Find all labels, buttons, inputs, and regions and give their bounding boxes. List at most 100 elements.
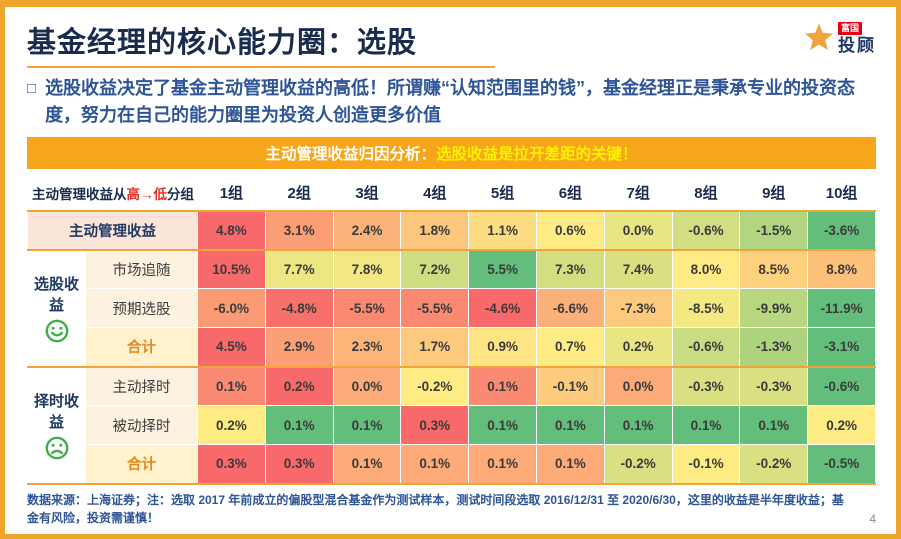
value-cell: 0.0% <box>603 365 673 406</box>
value-cell: -8.5% <box>671 288 741 328</box>
table-row: 预期选股 -6.0% -4.8% -5.5% -5.5% -4.6% -6.6% -7.3% -… <box>28 288 876 328</box>
value-cell: 0.3% <box>197 444 266 484</box>
title-block: 基金经理的核心能力圈：选股 <box>27 13 495 75</box>
value-cell: -0.2% <box>603 444 673 484</box>
value-cell: -3.1% <box>807 327 876 367</box>
row-label: 预期选股 <box>85 288 198 328</box>
value-cell: -6.0% <box>197 288 266 328</box>
value-cell: 7.3% <box>535 248 605 289</box>
column-header: 1组 <box>197 175 266 212</box>
column-header: 4组 <box>400 175 470 212</box>
value-cell: 1.8% <box>400 209 470 250</box>
value-cell: 8.5% <box>739 248 809 289</box>
column-header: 10组 <box>807 175 876 212</box>
value-cell: 4.5% <box>197 327 266 367</box>
column-header: 9组 <box>739 175 809 212</box>
value-cell: 3.1% <box>264 209 334 250</box>
value-cell: -9.9% <box>739 288 809 328</box>
value-cell: 5.5% <box>468 248 537 289</box>
table-row: 合计 0.3% 0.3% 0.1% 0.1% 0.1% 0.1% -0.2% -0.1% -0.2… <box>28 444 876 484</box>
value-cell: 0.3% <box>400 405 470 445</box>
value-cell: -5.5% <box>400 288 470 328</box>
page-title: 基金经理的核心能力圈：选股 <box>27 27 418 59</box>
row-label: 合计 <box>85 327 198 367</box>
value-cell: 0.1% <box>400 444 470 484</box>
row-label: 主动择时 <box>85 365 198 406</box>
table-corner-label: 主动管理收益从高→低分组 <box>27 175 198 212</box>
row-label-primary: 主动管理收益 <box>27 209 198 250</box>
value-cell: 0.1% <box>671 405 741 445</box>
value-cell: -0.2% <box>739 444 809 484</box>
value-cell: -0.3% <box>671 365 741 406</box>
value-cell: 2.4% <box>332 209 402 250</box>
column-header: 2组 <box>264 175 334 212</box>
value-cell: 0.2% <box>603 327 673 367</box>
brand-logo: 富国 投顾 <box>802 21 876 55</box>
page-number: 4 <box>869 511 876 526</box>
value-cell: 0.2% <box>807 405 876 445</box>
value-cell: 1.7% <box>400 327 470 367</box>
value-cell: 0.1% <box>264 405 334 445</box>
footer: 数据来源：上海证券；注：选取 2017 年前成立的偏股型混合基金作为测试样本，测… <box>27 485 876 530</box>
value-cell: -0.1% <box>535 365 605 406</box>
brand-name: 投顾 <box>838 36 876 55</box>
value-cell: -0.2% <box>400 365 470 406</box>
value-cell: 0.1% <box>603 405 673 445</box>
table-header-row: 主动管理收益从高→低分组 1组 2组 3组 4组 5组 6组 7组 8组 9组 10组 <box>27 175 876 212</box>
value-cell: 2.3% <box>332 327 402 367</box>
column-header: 6组 <box>535 175 605 212</box>
row-label: 被动择时 <box>85 405 198 445</box>
value-cell: 0.1% <box>332 444 402 484</box>
value-cell: 0.1% <box>468 405 537 445</box>
table-row: 被动择时 0.2% 0.1% 0.1% 0.3% 0.1% 0.1% 0.1% 0.1% 0.1%… <box>28 405 876 445</box>
smile-face-icon <box>45 319 68 343</box>
value-cell: -0.6% <box>671 209 741 250</box>
value-cell: -0.5% <box>807 444 876 484</box>
value-cell: 0.2% <box>264 365 334 406</box>
value-cell: 0.1% <box>332 405 402 445</box>
banner-prefix: 主动管理收益归因分析： <box>265 146 436 163</box>
value-cell: -5.5% <box>332 288 402 328</box>
star-icon <box>804 23 834 51</box>
brand-badge: 富国 <box>838 22 863 35</box>
intro-block: □ 选股收益决定了基金主动管理收益的高低！所谓赚“认知范围里的钱”，基金经理正是… <box>27 75 876 129</box>
value-cell: 0.6% <box>535 209 605 250</box>
intro-text: 选股收益决定了基金主动管理收益的高低！所谓赚“认知范围里的钱”，基金经理正是秉承… <box>45 78 856 125</box>
value-cell: -0.6% <box>807 365 876 406</box>
value-cell: 0.1% <box>535 444 605 484</box>
corner-emphasis: 高→低 <box>126 186 168 202</box>
value-cell: -6.6% <box>535 288 605 328</box>
value-cell: -0.1% <box>671 444 741 484</box>
column-header: 5组 <box>468 175 537 212</box>
value-cell: 0.0% <box>603 209 673 250</box>
value-cell: 4.8% <box>197 209 266 250</box>
value-cell: 1.1% <box>468 209 537 250</box>
value-cell: 10.5% <box>197 248 266 289</box>
value-cell: 0.0% <box>332 365 402 406</box>
footnote: 数据来源：上海证券；注：选取 2017 年前成立的偏股型混合基金作为测试样本，测… <box>27 492 844 526</box>
value-cell: 2.9% <box>264 327 334 367</box>
value-cell: -1.3% <box>739 327 809 367</box>
value-cell: -1.5% <box>739 209 809 250</box>
value-cell: -11.9% <box>807 288 876 328</box>
table-row: 择时收益 主动择时 0.1% 0.2% 0.0% -0.2% 0.1% -0.1% 0.0% -0… <box>27 365 876 484</box>
table-row: 主动管理收益 4.8% 3.1% 2.4% 1.8% 1.1% 0.6% 0.0% -0.6% -… <box>27 209 876 250</box>
value-cell: 0.2% <box>197 405 266 445</box>
row-label: 合计 <box>85 444 198 484</box>
brand-text: 富国 投顾 <box>838 22 876 54</box>
value-cell: 0.7% <box>535 327 605 367</box>
table-row: 选股收益 市场追随 10.5% 7.7% 7.8% 7.2% 5.5% 7.3% 7.4% 8.0… <box>27 248 876 367</box>
value-cell: -3.6% <box>807 209 876 250</box>
value-cell: 0.1% <box>535 405 605 445</box>
value-cell: 7.7% <box>264 248 334 289</box>
header-row: 基金经理的核心能力圈：选股 富国 投顾 <box>27 13 876 75</box>
value-cell: -4.8% <box>264 288 334 328</box>
value-cell: 0.1% <box>739 405 809 445</box>
row-group-label: 选股收益 <box>27 248 86 367</box>
frown-face-icon <box>45 436 68 460</box>
value-cell: 8.8% <box>807 248 876 289</box>
value-cell: -7.3% <box>603 288 673 328</box>
value-cell: -4.6% <box>468 288 537 328</box>
column-header: 8组 <box>671 175 741 212</box>
